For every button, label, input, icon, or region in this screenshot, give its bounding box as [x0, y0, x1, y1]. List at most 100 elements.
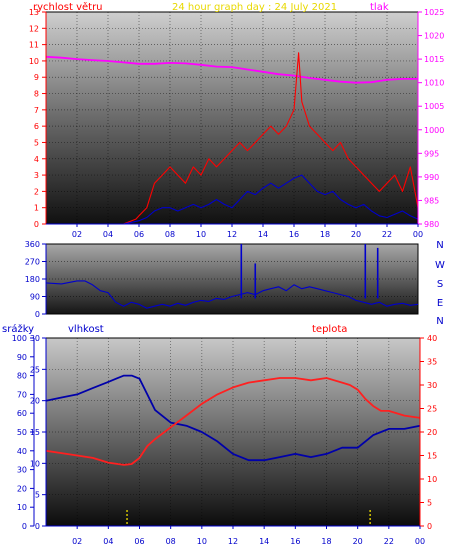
tick-label-pressure-1005: 1005	[424, 102, 444, 111]
tick-label-pressure-995: 995	[424, 149, 439, 158]
tick-label-wind-1: 1	[34, 204, 39, 213]
tick-label-hour-bot-18: 18	[321, 537, 331, 546]
tick-label-hum-25: 25	[30, 365, 40, 374]
tick-label-wind-12: 12	[29, 24, 39, 33]
tick-label-rain-40: 40	[17, 447, 27, 456]
series-line-teplota	[45, 377, 421, 466]
tick-label-rain-30: 30	[17, 466, 27, 475]
tick-label-hour-top-18: 18	[320, 230, 330, 239]
tick-label-hour-top-14: 14	[258, 230, 268, 239]
tick-label-wind-11: 11	[29, 41, 39, 50]
tick-label-temp-15: 15	[427, 452, 437, 461]
tick-label-pressure-990: 990	[424, 173, 439, 182]
tick-label-wind-10: 10	[29, 57, 39, 66]
tick-label-temp-25: 25	[427, 405, 437, 414]
tick-label-pressure-1020: 1020	[424, 32, 444, 41]
tick-label-hour-top-00: 00	[413, 230, 423, 239]
tick-label-hour-bot-10: 10	[197, 537, 207, 546]
wind-direction-series	[45, 244, 419, 309]
tick-label-dir-180: 180	[25, 275, 40, 284]
wind-pressure-panel: 0123456789101112139809859909951000100510…	[29, 1, 445, 239]
tick-label-hour-top-02: 02	[72, 230, 82, 239]
tick-label-temp-20: 20	[427, 428, 437, 437]
tick-label-temp-10: 10	[427, 475, 437, 484]
tick-label-rain-10: 10	[17, 503, 27, 512]
compass-label-N-0: N	[436, 240, 443, 251]
wind-pressure-axes: 0123456789101112139809859909951000100510…	[29, 8, 445, 239]
humidity-axis-label: vlhkost	[68, 324, 104, 335]
tick-label-hour-top-22: 22	[382, 230, 392, 239]
series-line-wind	[46, 174, 419, 225]
tick-label-wind-2: 2	[34, 187, 39, 196]
tick-label-wind-0: 0	[34, 220, 39, 229]
tick-label-hum-15: 15	[30, 428, 40, 437]
tick-label-pressure-1015: 1015	[424, 55, 444, 64]
tick-label-pressure-980: 980	[424, 220, 439, 229]
temp-humidity-grid	[46, 338, 420, 526]
tick-label-rain-20: 20	[17, 484, 27, 493]
tick-label-rain-60: 60	[17, 409, 27, 418]
chart-title: 24 hour graph day : 24 July 2021	[172, 2, 337, 13]
compass-label-W-1: W	[435, 260, 445, 271]
pressure-axis-label: tlak	[370, 2, 389, 13]
tick-label-hour-top-16: 16	[289, 230, 299, 239]
tick-label-hum-0: 0	[35, 522, 40, 531]
tick-label-wind-6: 6	[34, 122, 39, 131]
compass-label-S-2: S	[437, 279, 443, 290]
temp-humidity-axes: 0102030405060708090100051015202530051015…	[12, 334, 437, 546]
tick-label-temp-5: 5	[427, 499, 432, 508]
tick-label-hour-top-10: 10	[196, 230, 206, 239]
tick-label-pressure-1000: 1000	[424, 126, 444, 135]
tick-label-rain-50: 50	[17, 428, 27, 437]
tick-label-wind-4: 4	[34, 155, 39, 164]
tick-label-hour-bot-04: 04	[103, 537, 113, 546]
tick-label-temp-30: 30	[427, 381, 437, 390]
tick-label-dir-270: 270	[25, 258, 40, 267]
tick-label-pressure-1010: 1010	[424, 79, 444, 88]
tick-label-dir-90: 90	[30, 293, 40, 302]
temp-humidity-panel: 0102030405060708090100051015202530051015…	[2, 323, 437, 546]
wind-speed-axis-label: rychlost větru	[33, 1, 103, 13]
tick-label-hour-bot-08: 08	[166, 537, 176, 546]
tick-label-hour-bot-22: 22	[384, 537, 394, 546]
tick-label-hour-top-04: 04	[103, 230, 113, 239]
tick-label-hum-30: 30	[30, 334, 40, 343]
tick-label-wind-8: 8	[34, 90, 39, 99]
rain-axis-label: srážky	[2, 323, 34, 335]
tick-label-hum-20: 20	[30, 397, 40, 406]
tick-label-hour-top-08: 08	[165, 230, 175, 239]
tick-label-dir-0: 0	[35, 310, 40, 319]
wind-pressure-series	[45, 52, 419, 225]
tick-label-wind-5: 5	[34, 138, 39, 147]
tick-label-temp-35: 35	[427, 358, 437, 367]
temperature-axis-label: teplota	[312, 324, 347, 335]
tick-label-hour-bot-16: 16	[290, 537, 300, 546]
tick-label-rain-100: 100	[12, 334, 27, 343]
tick-label-hour-bot-02: 02	[72, 537, 82, 546]
tick-label-pressure-985: 985	[424, 196, 439, 205]
tick-label-hour-top-12: 12	[227, 230, 237, 239]
compass-label-N-4: N	[436, 316, 443, 327]
tick-label-hum-5: 5	[35, 491, 40, 500]
tick-label-hour-bot-14: 14	[259, 537, 269, 546]
tick-label-hour-top-06: 06	[134, 230, 144, 239]
tick-label-temp-0: 0	[427, 522, 432, 531]
series-line-gust	[46, 52, 419, 225]
tick-label-rain-80: 80	[17, 372, 27, 381]
series-line-vlhkost	[45, 374, 421, 462]
series-line-tlak	[45, 55, 418, 84]
tick-label-temp-40: 40	[427, 334, 437, 343]
tick-label-hour-bot-06: 06	[134, 537, 144, 546]
tick-label-wind-3: 3	[34, 171, 39, 180]
tick-label-hour-bot-20: 20	[353, 537, 363, 546]
tick-label-rain-0: 0	[22, 522, 27, 531]
tick-label-rain-70: 70	[17, 390, 27, 399]
compass-label-E-3: E	[437, 298, 443, 309]
tick-label-hour-top-20: 20	[351, 230, 361, 239]
tick-label-dir-360: 360	[25, 240, 40, 249]
tick-label-hour-bot-00: 00	[415, 537, 425, 546]
